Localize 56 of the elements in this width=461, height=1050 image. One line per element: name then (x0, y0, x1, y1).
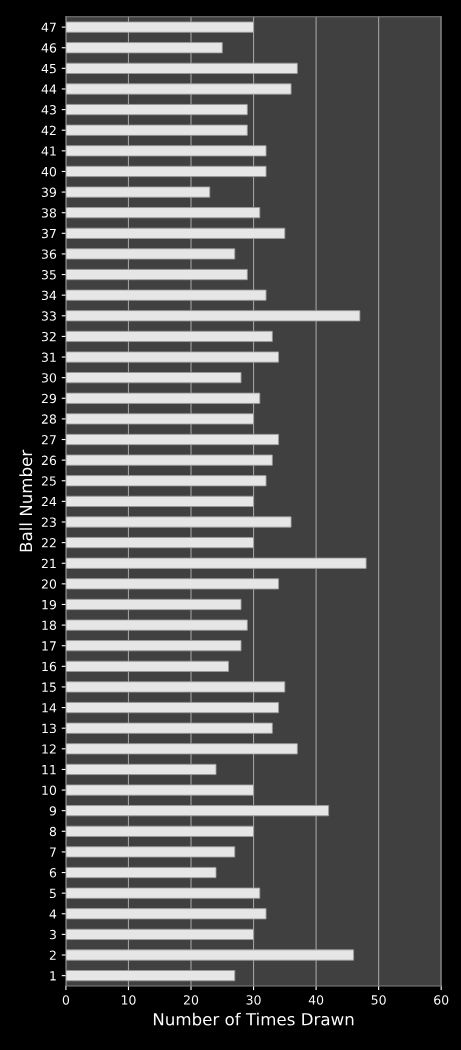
y-tick-label: 5 (49, 888, 56, 899)
x-tick-label: 40 (308, 995, 324, 1005)
x-tick-label: 20 (183, 995, 199, 1005)
y-tick-label: 43 (41, 105, 56, 115)
y-tick-label: 12 (42, 744, 56, 754)
y-tick-label: 22 (41, 538, 56, 548)
y-tick-label: 20 (41, 579, 57, 589)
y-tick-label: 27 (41, 434, 56, 445)
y-tick-label: 36 (41, 249, 57, 259)
y-tick-label: 23 (41, 517, 56, 527)
y-tick-label: 29 (41, 393, 57, 404)
y-tick-label: 7 (49, 847, 56, 857)
x-axis-title: Number of Times Drawn (153, 1012, 354, 1026)
y-tick-label: 10 (42, 785, 57, 795)
y-tick-label: 31 (41, 352, 56, 362)
y-tick-label: 9 (49, 806, 57, 816)
y-tick-label: 30 (41, 373, 57, 383)
x-tick-label: 50 (371, 995, 386, 1005)
y-tick-label: 39 (41, 187, 57, 197)
y-tick-label: 14 (42, 703, 57, 713)
y-tick-label: 2 (49, 950, 56, 960)
y-tick-label: 8 (49, 826, 57, 837)
y-tick-label: 33 (41, 311, 56, 321)
y-tick-label: 45 (41, 63, 56, 74)
y-tick-label: 41 (41, 146, 56, 156)
y-tick-label: 13 (42, 723, 56, 734)
y-tick-label: 3 (49, 929, 56, 940)
y-axis-title: Ball Number (19, 449, 33, 552)
y-tick-label: 34 (41, 290, 57, 301)
y-tick-label: 21 (41, 558, 56, 568)
y-tick-label: 18 (42, 620, 57, 631)
y-tick-label: 11 (42, 765, 56, 775)
y-tick-label: 40 (41, 166, 57, 177)
y-tick-label: 19 (42, 599, 57, 610)
x-tick-label: 0 (62, 995, 70, 1005)
y-tick-label: 32 (41, 331, 56, 342)
y-tick-label: 15 (42, 682, 56, 692)
y-tick-label: 47 (41, 22, 56, 32)
x-tick-label: 30 (246, 995, 261, 1005)
y-tick-label: 4 (49, 909, 57, 919)
y-tick-label: 28 (41, 414, 57, 424)
y-tick-label: 38 (41, 208, 57, 218)
y-tick-label: 26 (41, 455, 57, 466)
y-tick-label: 6 (49, 868, 57, 878)
y-tick-label: 42 (41, 125, 56, 135)
x-tick-label: 60 (434, 995, 449, 1005)
y-tick-label: 1 (50, 971, 56, 981)
y-tick-label: 17 (42, 641, 56, 651)
x-tick-label: 10 (121, 995, 136, 1005)
y-tick-label: 24 (41, 496, 57, 507)
y-tick-label: 16 (42, 661, 57, 672)
y-tick-label: 25 (41, 476, 56, 486)
y-tick-label: 37 (41, 228, 56, 239)
y-tick-label: 46 (41, 43, 57, 53)
y-tick-label: 35 (41, 270, 56, 280)
y-tick-label: 44 (41, 84, 57, 94)
